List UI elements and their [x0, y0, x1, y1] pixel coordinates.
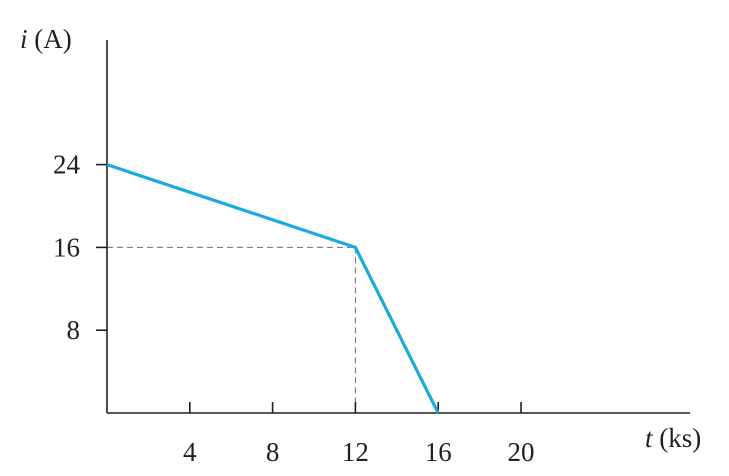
x-axis-label-unit: (ks): [653, 423, 702, 453]
x-axis-label-var: t: [645, 423, 654, 453]
y-axis-label: i (A): [20, 24, 72, 54]
series: [106, 163, 440, 414]
x-tick-label: 8: [266, 437, 280, 467]
series-line: [106, 163, 440, 414]
y-axis-label-unit: (A): [28, 24, 72, 54]
x-tick-label: 20: [508, 437, 535, 467]
y-tick-label: 8: [67, 315, 81, 345]
reference-lines: [107, 246, 356, 413]
axes: [106, 40, 690, 414]
y-tick-label: 24: [53, 150, 81, 180]
y-tick-label: 16: [53, 232, 80, 262]
x-tick-label: 4: [183, 437, 197, 467]
x-ticks: 4 8 12 16 20: [183, 402, 535, 467]
x-tick-label: 16: [425, 437, 452, 467]
y-ticks: 8 16 24: [53, 150, 107, 345]
y-axis-label-var: i: [20, 24, 28, 54]
x-tick-label: 12: [342, 437, 369, 467]
x-axis-label: t (ks): [645, 423, 701, 453]
